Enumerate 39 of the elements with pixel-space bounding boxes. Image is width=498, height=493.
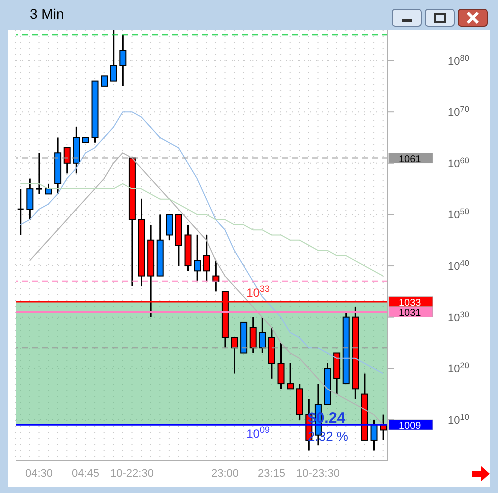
ref-line-label: 1033 (399, 298, 422, 309)
x-tick-label: 23:00 (211, 468, 240, 480)
x-tick-label: 10-23:30 (296, 468, 340, 480)
y-tick-label: 10$^{10}$ (448, 412, 470, 427)
candlestick (26, 178, 34, 221)
ref-line-label: 1009 (399, 421, 422, 432)
annotation: 10$^{33}$ (246, 284, 270, 300)
y-tick-label: 10$^{60}$ (448, 156, 470, 170)
line-series (20, 112, 384, 374)
candlestick (287, 362, 294, 390)
candlestick (120, 34, 127, 88)
candlestick (17, 188, 25, 236)
annotation: 10$^{09}$ (246, 425, 270, 442)
candlestick (166, 214, 174, 242)
y-tick-label: 10$^{20}$ (448, 361, 470, 376)
candlestick (36, 152, 44, 195)
candlestick (370, 419, 378, 452)
candlestick (194, 234, 202, 282)
ref-line-label: 1031 (399, 308, 422, 320)
y-tick-label: 10$^{70}$ (448, 104, 470, 120)
x-tick-label: 23:15 (258, 468, 286, 480)
candlestick (231, 337, 238, 375)
candlestick (64, 147, 71, 174)
y-tick-label: 10$^{40}$ (448, 258, 470, 274)
candlestick (250, 316, 257, 354)
line-series (20, 183, 384, 277)
candlestick (110, 30, 118, 82)
x-tick-label: 10-22:30 (110, 468, 154, 480)
candlestick (203, 234, 210, 282)
y-tick-label: 10$^{50}$ (448, 207, 470, 222)
candlestick (101, 76, 108, 87)
candlestick (259, 316, 266, 354)
chart-title: 3 Min (30, 6, 64, 22)
x-tick-label: 04:30 (25, 468, 54, 480)
x-tick-label: 04:45 (72, 468, 100, 480)
y-tick-label: 10$^{30}$ (448, 310, 470, 324)
candlestick (278, 342, 285, 390)
y-tick-label: 10$^{80}$ (448, 53, 470, 68)
ref-line-label: 1061 (399, 154, 422, 166)
